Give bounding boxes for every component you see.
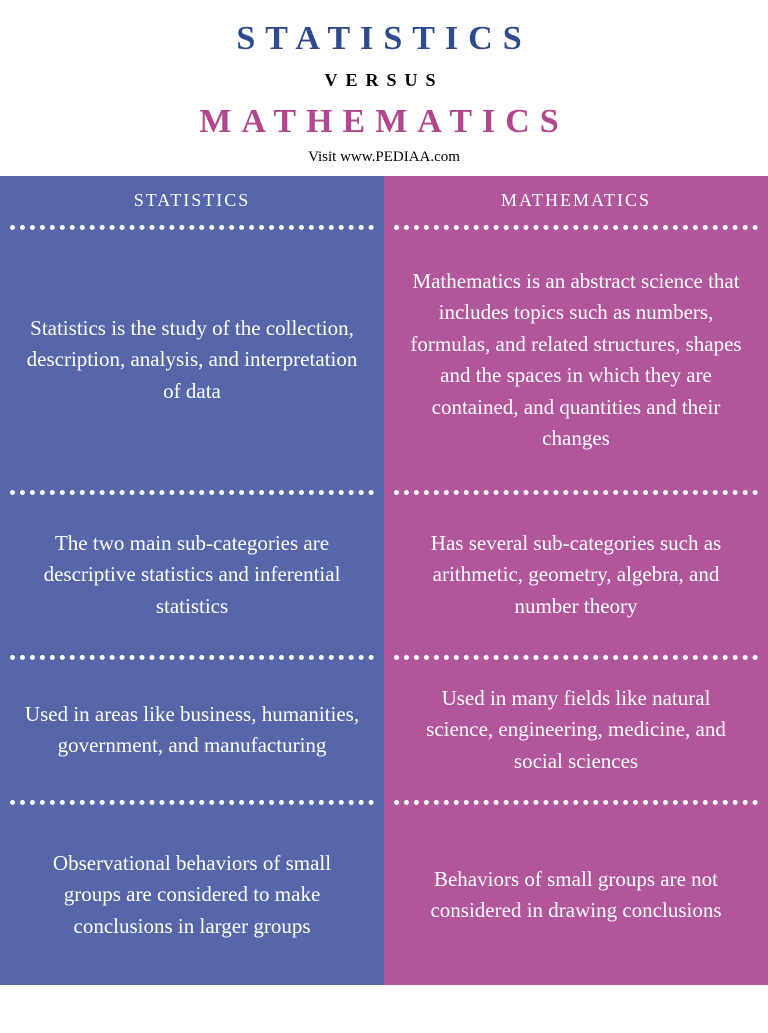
title-secondary: MATHEMATICS — [0, 103, 768, 141]
column-right-header: MATHEMATICS — [384, 176, 768, 225]
cell-left-2: Used in areas like business, humanities,… — [0, 660, 384, 800]
cell-left-3: Observational behaviors of small groups … — [0, 805, 384, 985]
versus-label: VERSUS — [0, 70, 768, 91]
cell-left-0: Statistics is the study of the collectio… — [0, 230, 384, 490]
column-left: STATISTICS Statistics is the study of th… — [0, 176, 384, 985]
cell-right-0: Mathematics is an abstract science that … — [384, 230, 768, 490]
header-section: STATISTICS VERSUS MATHEMATICS Visit www.… — [0, 0, 768, 176]
cell-left-1: The two main sub-categories are descript… — [0, 495, 384, 655]
cell-right-3: Behaviors of small groups are not consid… — [384, 805, 768, 985]
visit-link: Visit www.PEDIAA.com — [0, 149, 768, 166]
column-right: MATHEMATICS Mathematics is an abstract s… — [384, 176, 768, 985]
title-primary: STATISTICS — [0, 20, 768, 58]
column-left-header: STATISTICS — [0, 176, 384, 225]
cell-right-2: Used in many fields like natural science… — [384, 660, 768, 800]
comparison-table: STATISTICS Statistics is the study of th… — [0, 176, 768, 985]
cell-right-1: Has several sub-categories such as arith… — [384, 495, 768, 655]
